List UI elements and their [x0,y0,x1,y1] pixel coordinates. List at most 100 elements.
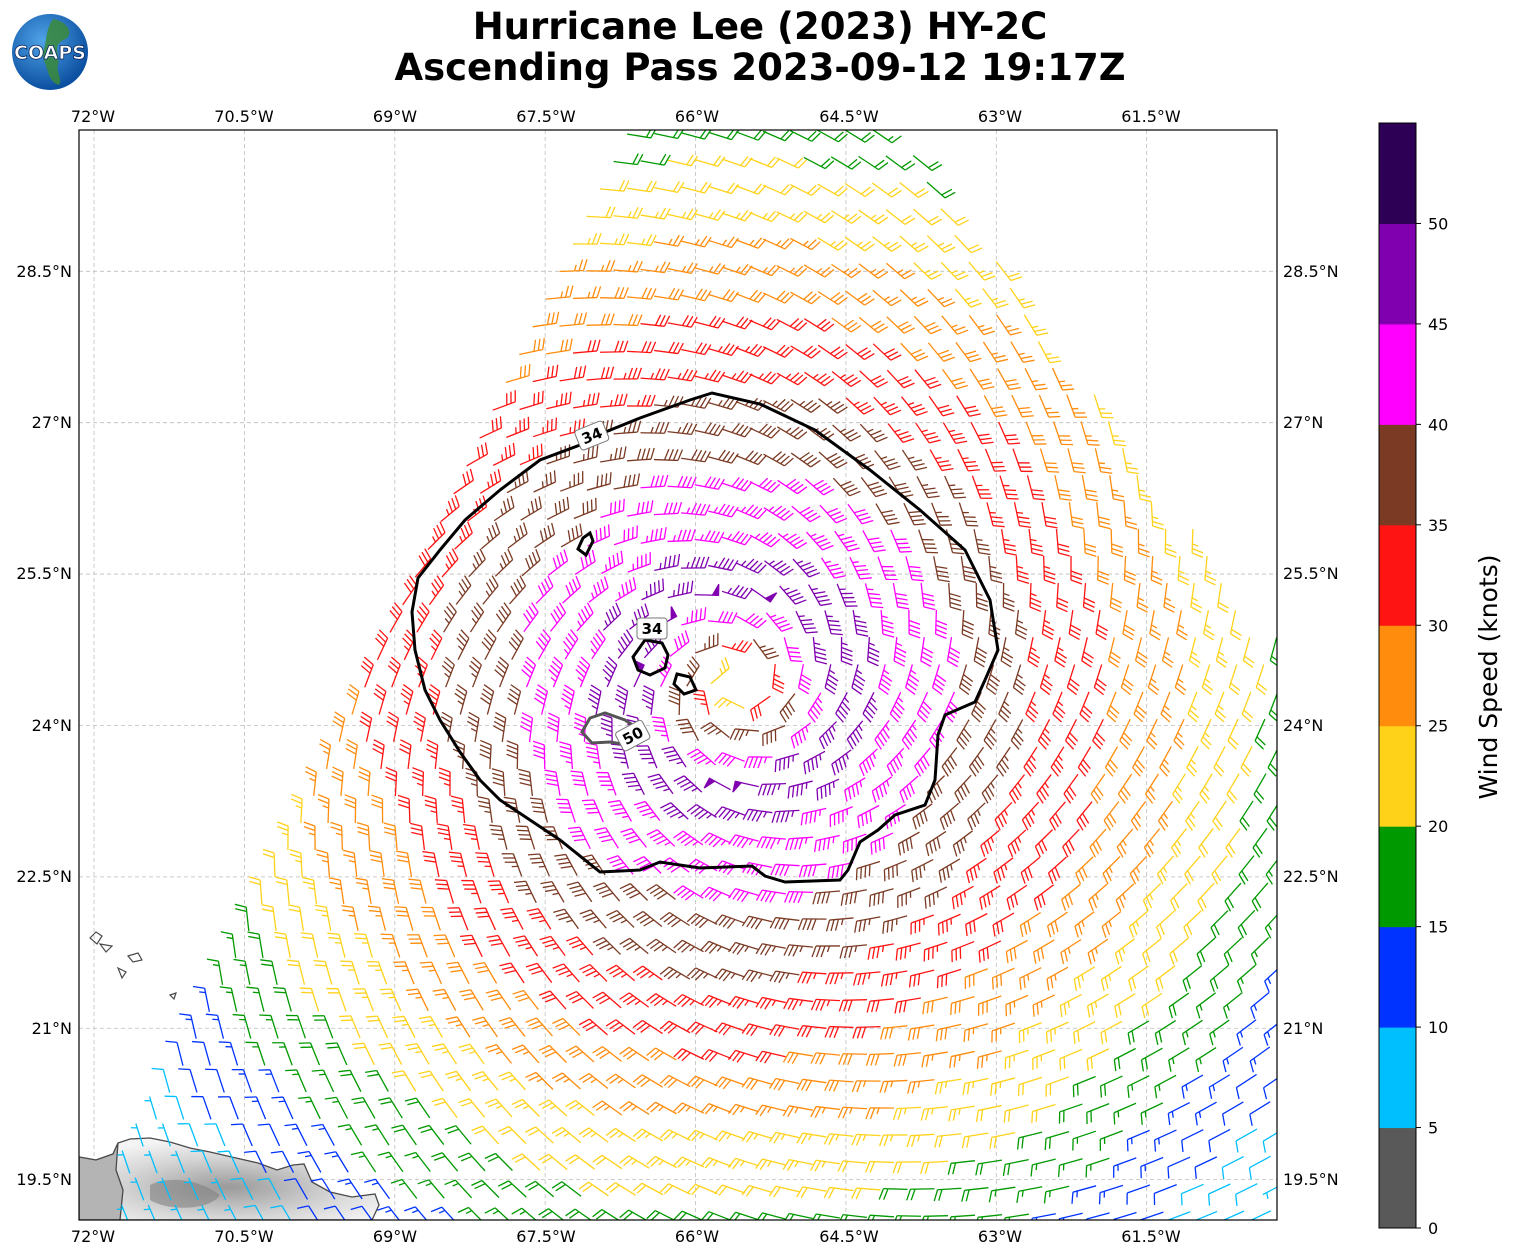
wind-barb [582,799,604,823]
wind-barb [975,582,989,612]
wind-barb [1200,718,1212,750]
wind-barb [852,1025,881,1039]
colorbar-bin [1379,123,1416,224]
wind-barb [1278,992,1296,1019]
wind-barb [927,288,956,308]
wind-barb [355,877,372,904]
colorbar-bin [1379,725,1416,827]
wind-barb [565,1099,595,1117]
wind-barb [640,261,671,274]
wind-barb [1132,746,1146,777]
wind-barb [548,549,569,576]
wind-barb [890,529,912,553]
wind-barb [599,233,630,246]
wind-barb [521,656,537,688]
wind-barb [831,263,862,279]
wind-barb [779,693,796,723]
wind-barb [872,236,902,252]
wind-barb [798,863,827,878]
wind-barb [920,637,934,668]
wind-barb [1252,827,1268,858]
wind-barb [837,1160,868,1173]
wind-barb [520,712,534,742]
wind-barb [1279,883,1294,912]
wind-barb [1167,1211,1191,1220]
wind-barb [1133,691,1147,723]
wind-barb [981,774,999,804]
wind-barb [346,684,360,715]
wind-barb [654,234,685,247]
wind-barb [406,988,429,1012]
wind-barb [755,943,786,956]
wind-barb [1136,475,1152,503]
wind-barb [812,636,828,665]
wind-barb [210,1177,227,1201]
wind-barb [428,575,445,606]
wind-barb [796,1186,827,1199]
wind-barb [1212,800,1227,831]
wind-barb [192,1040,211,1066]
wind-barb [686,748,716,766]
wind-barb [1141,992,1163,1019]
wind-barb [823,1186,854,1199]
wind-barb [721,639,753,653]
wind-barb [686,656,700,687]
wind-barb [975,1159,1002,1176]
wind-barb [925,830,947,857]
wind-barb [817,344,848,360]
wind-barb [245,1041,266,1066]
colorbar-bin [1379,524,1416,626]
wind-barb [331,766,344,797]
wind-barb [1102,856,1121,885]
wind-barb [1061,883,1081,911]
wind-barb [397,794,411,824]
wind-barb [1013,502,1032,529]
wind-barb [117,1150,131,1174]
wind-barb [1253,773,1267,804]
colorbar-bin [1379,826,1416,928]
wind-barb [1062,828,1080,858]
wind-barb [1250,937,1270,966]
wind-barb [921,1051,948,1068]
wind-barb [383,822,398,851]
wind-barb [640,314,671,327]
wind-barb [344,794,357,824]
wind-barb [1122,610,1135,641]
wind-barb [339,1015,361,1039]
wind-barb [687,1183,718,1196]
wind-barb [633,800,661,821]
wind-barb [144,1150,158,1174]
wind-barb [314,904,332,931]
wind-barb [880,1025,908,1040]
wind-barb [865,1107,895,1120]
wind-barb [1199,773,1213,804]
wind-barb [350,1205,373,1220]
wind-barb [708,503,739,518]
wind-barb [1007,829,1027,858]
lon-tick-top-64-5w: 64.5°W [819,107,879,126]
wind-barb [673,993,704,1008]
wind-barb [342,849,358,878]
wind-barb [977,995,1002,1016]
wind-barb [824,610,843,636]
wind-barb [920,1160,949,1175]
wind-barb [592,991,622,1009]
wind-barb [1077,746,1092,777]
wind-barb [444,1070,472,1092]
wind-barb [538,1208,565,1220]
wind-barb [130,1177,145,1201]
wind-barb [755,889,786,903]
wind-barb [1043,555,1056,585]
wind-barb [574,549,596,576]
wind-barb [860,477,888,498]
wind-barb [586,472,612,491]
wind-barb [457,1152,486,1172]
wind-barb [886,747,905,777]
wind-barb [1150,555,1163,586]
wind-barb [607,799,632,822]
wind-barb [954,774,972,804]
wind-barb [714,1022,746,1036]
wind-barb [956,719,972,750]
wind-barb [851,664,866,695]
